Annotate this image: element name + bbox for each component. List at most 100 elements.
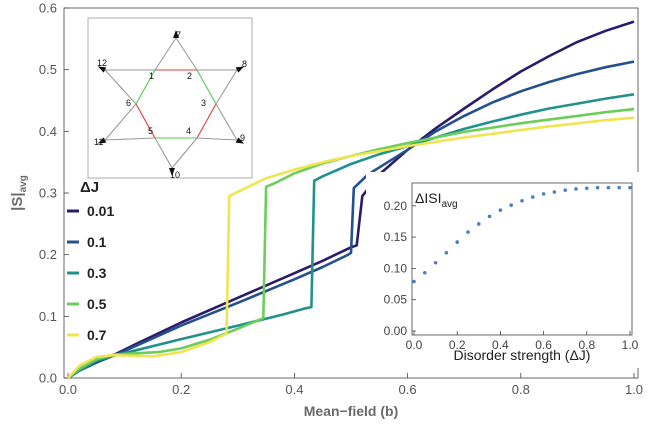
main-y-ticks: 0.0 0.1 0.2 0.3 0.4 0.5 0.6: [39, 1, 69, 386]
inset-point: [606, 185, 611, 190]
main-y-tick-label: 0.6: [39, 1, 57, 16]
main-y-axis-label-sub: avg: [18, 175, 29, 192]
legend-label-0.3: 0.3: [87, 265, 107, 281]
main-y-tick-label: 0.0: [39, 371, 57, 386]
kagome-site-label: 6: [126, 98, 131, 108]
kagome-site-label: 11: [94, 137, 103, 147]
legend-label-0.5: 0.5: [87, 296, 107, 312]
inset-y-tick-label: 0.00: [384, 324, 408, 338]
kagome-arrow-icon: [235, 66, 245, 73]
kagome-bond-plain: [104, 103, 137, 141]
legend: ΔJ 0.01 0.1 0.3 0.5 0.7: [67, 179, 114, 343]
inset-x-tick-label: 1.0: [622, 338, 639, 352]
inset-point: [541, 192, 546, 196]
kagome-bond-plain: [215, 103, 238, 141]
inset-x-tick-label: 0.2: [449, 338, 466, 352]
inset-point: [487, 214, 492, 219]
main-y-tick-label: 0.2: [39, 247, 57, 262]
kagome-bond-plain: [175, 37, 198, 71]
inset-point: [423, 270, 427, 275]
legend-items: 0.01 0.1 0.3 0.5 0.7: [67, 203, 114, 343]
kagome-bond-green: [196, 69, 217, 105]
main-y-tick-label: 0.3: [39, 186, 57, 201]
main-x-tick-label: 1.0: [625, 382, 643, 397]
inset-title-main: ΔISI: [415, 190, 441, 206]
inset-y-ticks: 0.00 0.05 0.10 0.15 0.20: [384, 199, 416, 338]
inset-point: [574, 187, 578, 191]
inset-point: [509, 203, 513, 207]
main-y-tick-label: 0.5: [39, 62, 57, 77]
main-y-axis-label-main: |S|: [9, 192, 26, 210]
kagome-site-label: 4: [186, 126, 191, 136]
inset-point: [617, 185, 621, 190]
main-x-tick-label: 0.8: [512, 382, 530, 397]
legend-label-0.7: 0.7: [87, 327, 107, 343]
inset-point: [477, 222, 481, 226]
series-line-0.3: [67, 93, 635, 380]
inset-point: [520, 198, 524, 203]
kagome-bond-plain: [154, 137, 173, 169]
inset-point: [628, 185, 632, 190]
inset-point: [552, 190, 557, 194]
inset-point: [585, 186, 589, 191]
kagome-bond-plain: [104, 69, 137, 105]
main-plot: 0.0 0.2 0.4 0.6 0.8 1.0 0.0 0.1 0.2 0.3 0.4 0.5 0.6…: [9, 1, 643, 420]
inset-point: [595, 185, 600, 190]
inset-point: [433, 260, 438, 265]
kagome-site-label: 10: [170, 170, 180, 180]
inset-x-ticks: 0.0 0.2 0.4 0.6 0.8 1.0: [406, 331, 639, 352]
kagome-site-label: 12: [97, 58, 107, 68]
disorder-inset-plot: 0.0 0.2 0.4 0.6 0.8 1.0 0.000.050.100.150.20 …: [366, 172, 648, 368]
kagome-bond-plain: [215, 69, 238, 105]
series-line-0.7: [67, 116, 635, 379]
inset-points: [412, 185, 632, 284]
kagome-bond-plain: [104, 137, 156, 141]
main-y-tick-label: 0.1: [39, 309, 57, 324]
kagome-site-label: 3: [201, 98, 206, 108]
kagome-inset-frame: [87, 17, 253, 179]
inset-point: [444, 250, 449, 255]
inset-plot-area: [411, 182, 633, 336]
kagome-arrow-icon: [97, 66, 107, 73]
inset-x-tick-label: 0.4: [492, 338, 509, 352]
legend-title: ΔJ: [80, 179, 99, 196]
kagome-bond-green: [135, 69, 156, 105]
kagome-bond-red: [135, 103, 156, 139]
inset-x-tick-label: 0.6: [535, 338, 552, 352]
inset-point: [531, 195, 535, 199]
main-series-group: [67, 20, 635, 380]
kagome-arrow-icon: [235, 137, 245, 144]
inset-x-tick-label: 0.8: [578, 338, 595, 352]
main-x-tick-label: 0.2: [172, 382, 190, 397]
kagome-arrow-icon: [173, 30, 179, 38]
kagome-bond-plain: [154, 37, 177, 71]
kagome-site-label: 7: [176, 30, 181, 40]
main-y-axis-label: |S|avg: [9, 175, 29, 211]
kagome-site-label: 5: [148, 126, 153, 136]
inset-y-tick-label: 0.10: [384, 261, 408, 275]
inset-point: [455, 240, 460, 244]
inset-point: [563, 188, 567, 192]
legend-label-0.01: 0.01: [87, 203, 114, 219]
inset-title-sub: avg: [441, 199, 457, 210]
kagome-site-label: 8: [242, 59, 247, 69]
main-y-tick-label: 0.4: [39, 124, 57, 139]
kagome-bond-red: [196, 103, 217, 139]
kagome-bonds: [97, 30, 245, 176]
kagome-site-label: 2: [187, 71, 192, 81]
series-line-0.1: [67, 60, 635, 380]
kagome-arrow-icon: [97, 137, 107, 144]
inset-y-tick-label: 0.05: [384, 293, 408, 307]
main-x-tick-label: 0.0: [59, 382, 77, 397]
main-x-axis-label: Mean−field (b): [304, 403, 399, 419]
inset-title: ΔISIavg: [415, 190, 458, 210]
kagome-bond-plain: [196, 137, 238, 141]
main-x-tick-label: 0.4: [285, 382, 303, 397]
inset-y-tick-label: 0.15: [384, 230, 408, 244]
inset-point: [412, 279, 416, 284]
legend-label-0.1: 0.1: [87, 234, 107, 250]
kagome-arrow-icon: [169, 168, 175, 176]
